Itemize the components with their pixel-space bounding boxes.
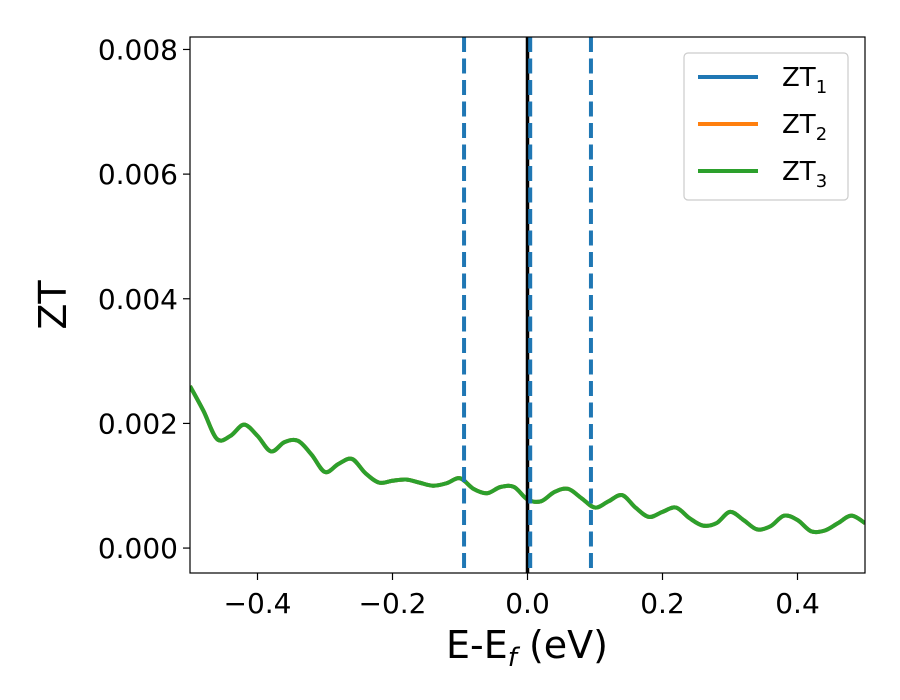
x-axis: −0.4 −0.2 0.0 0.2 0.4 <box>224 573 820 620</box>
x-tick-label: −0.4 <box>224 587 292 620</box>
y-axis-label: ZT <box>31 280 75 330</box>
y-tick-label: 0.004 <box>98 283 178 316</box>
y-tick-label: 0.002 <box>98 407 178 440</box>
legend-label-1: ZT1 <box>782 63 827 98</box>
y-tick-label: 0.006 <box>98 158 178 191</box>
plot-area <box>190 37 865 573</box>
y-axis: 0.000 0.002 0.004 0.006 0.008 <box>98 33 190 565</box>
x-tick-label: 0.2 <box>640 587 685 620</box>
plot-content <box>190 37 865 573</box>
legend-label-3: ZT3 <box>782 157 827 192</box>
legend-label-2: ZT2 <box>782 110 827 145</box>
y-tick-label: 0.008 <box>98 33 178 66</box>
x-axis-label: E-Ef (eV) <box>446 623 608 673</box>
legend-box <box>683 52 849 201</box>
legend: ZT1 ZT2 ZT3 <box>683 52 849 201</box>
x-tick-label: 0.4 <box>775 587 820 620</box>
x-tick-label: 0.0 <box>505 587 550 620</box>
x-tick-label: −0.2 <box>359 587 427 620</box>
y-tick-label: 0.000 <box>98 532 178 565</box>
